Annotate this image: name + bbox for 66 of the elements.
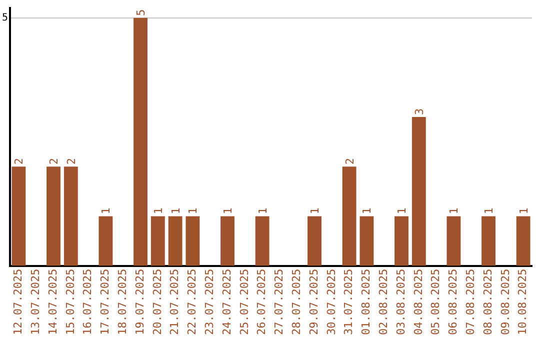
data-label: 1	[482, 208, 496, 214]
data-label: 1	[517, 208, 530, 214]
bar	[342, 166, 356, 266]
data-label: 1	[169, 208, 182, 214]
x-tick-label: 06.08.2025	[446, 268, 460, 336]
bar	[64, 166, 78, 266]
x-tick-label: 31.07.2025	[342, 268, 356, 336]
x-tick-label: 13.07.2025	[28, 268, 42, 336]
bar	[360, 216, 374, 266]
x-tick-label: 19.07.2025	[133, 268, 146, 336]
bar	[12, 166, 26, 266]
data-label: 2	[12, 158, 26, 165]
x-tick-label: 05.08.2025	[429, 268, 442, 336]
data-label: 1	[308, 208, 322, 214]
x-tick-label: 08.08.2025	[481, 268, 494, 336]
data-label: 1	[360, 208, 374, 214]
x-tick-label: 28.07.2025	[290, 268, 303, 336]
x-tick-label: 20.07.2025	[150, 268, 164, 336]
bar	[308, 216, 322, 266]
data-label: 3	[412, 108, 426, 116]
x-tick-label: 10.08.2025	[516, 268, 530, 336]
x-tick-label: 17.07.2025	[98, 268, 112, 336]
x-tick-label: 18.07.2025	[116, 268, 129, 336]
bar	[98, 216, 113, 266]
x-tick-label: 02.08.2025	[376, 268, 390, 336]
x-tick-label: 23.07.2025	[202, 268, 216, 336]
x-tick-label: 21.07.2025	[168, 268, 182, 336]
x-tick-label: 15.07.2025	[64, 268, 77, 336]
x-tick-label: 12.07.2025	[12, 268, 25, 336]
x-tick-label: 24.07.2025	[220, 268, 234, 336]
data-label: 1	[448, 208, 461, 214]
x-tick-label: 22.07.2025	[186, 268, 199, 336]
data-label: 2	[64, 158, 78, 165]
bar	[168, 216, 182, 266]
bar	[255, 216, 270, 266]
x-tick-label: 26.07.2025	[255, 268, 268, 336]
bar	[220, 216, 234, 266]
bar	[394, 216, 408, 266]
x-tick-label: 04.08.2025	[412, 268, 425, 336]
bar	[134, 18, 148, 266]
bar	[446, 216, 461, 266]
x-tick-label: 16.07.2025	[81, 268, 94, 336]
bar	[186, 216, 200, 266]
bar	[412, 117, 426, 266]
data-label: 5	[134, 9, 148, 16]
data-label: 2	[48, 158, 61, 165]
data-label: 1	[256, 208, 270, 214]
x-tick-label: 09.08.2025	[498, 268, 512, 336]
data-label: 1	[396, 208, 409, 214]
bar	[150, 216, 165, 266]
data-label: 2	[343, 158, 356, 165]
x-tick-label: 25.07.2025	[238, 268, 251, 336]
data-label: 1	[152, 208, 165, 214]
data-label: 1	[222, 208, 235, 214]
data-label: 1	[186, 208, 200, 214]
x-tick-label: 03.08.2025	[394, 268, 408, 336]
bar	[516, 216, 530, 266]
x-tick-label: 07.08.2025	[464, 268, 477, 336]
x-tick-label: 01.08.2025	[360, 268, 373, 336]
bar	[46, 166, 60, 266]
data-label: 1	[100, 208, 113, 214]
x-tick-label: 29.07.2025	[307, 268, 320, 336]
bar	[482, 216, 496, 266]
x-tick-label: 14.07.2025	[46, 268, 60, 336]
x-tick-label: 30.07.2025	[324, 268, 338, 336]
x-tick-label: 27.07.2025	[272, 268, 286, 336]
